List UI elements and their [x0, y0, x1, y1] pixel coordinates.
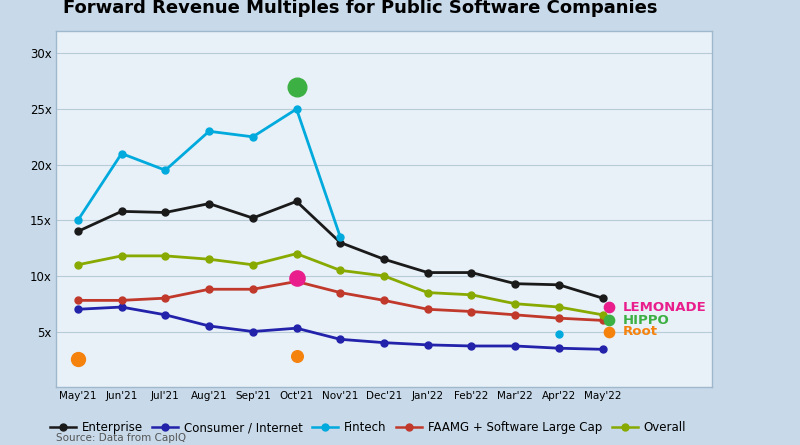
Point — [290, 352, 303, 360]
Point — [603, 328, 616, 335]
Legend: Enterprise, Consumer / Internet, Fintech, FAAMG + Software Large Cap, Overall: Enterprise, Consumer / Internet, Fintech… — [45, 417, 691, 439]
Point — [290, 275, 303, 282]
Text: LEMONADE: LEMONADE — [622, 300, 706, 314]
Point — [71, 356, 84, 363]
Point — [603, 317, 616, 324]
Text: HIPPO: HIPPO — [622, 314, 669, 327]
Point — [290, 83, 303, 90]
Point — [603, 303, 616, 311]
Text: Root: Root — [622, 325, 658, 338]
Text: Forward Revenue Multiples for Public Software Companies: Forward Revenue Multiples for Public Sof… — [62, 0, 657, 17]
Text: Source: Data from CapIQ: Source: Data from CapIQ — [56, 433, 186, 443]
